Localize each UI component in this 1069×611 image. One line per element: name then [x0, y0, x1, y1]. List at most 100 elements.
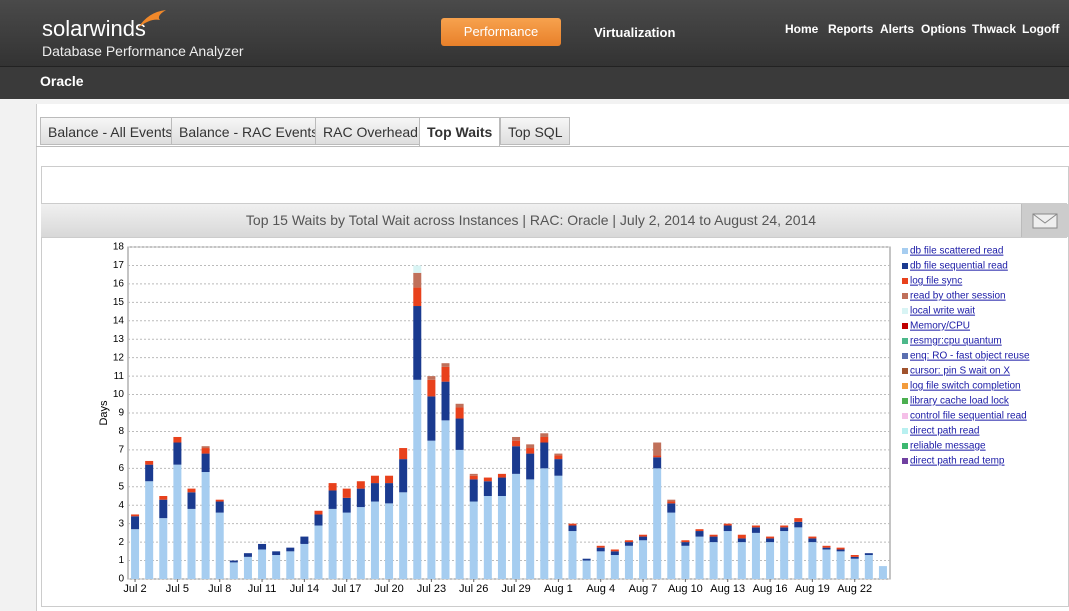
y-tick-label: 7: [118, 445, 124, 456]
bar-segment: [610, 549, 619, 552]
bar-segment: [780, 525, 789, 528]
bar-segment: [751, 532, 760, 579]
bar-segment: [413, 306, 422, 380]
bar-segment: [526, 453, 535, 480]
x-tick-label: Jul 29: [501, 583, 530, 595]
bar-segment: [145, 460, 154, 465]
bar-segment: [794, 527, 803, 579]
bar-segment: [709, 536, 718, 543]
legend-entry[interactable]: control file sequential read: [910, 411, 1027, 422]
bar-segment: [173, 464, 182, 579]
legend-swatch: [902, 458, 908, 464]
bar-segment: [399, 448, 408, 460]
legend-swatch: [902, 368, 908, 374]
legend-entry[interactable]: local write wait: [910, 306, 975, 317]
y-tick-label: 0: [118, 574, 124, 585]
bar-segment: [229, 560, 238, 563]
y-tick-label: 11: [114, 371, 125, 382]
link-thwack[interactable]: Thwack: [972, 22, 1017, 36]
tab-active[interactable]: Top Waits: [419, 117, 501, 147]
legend-swatch: [902, 278, 908, 284]
bar-segment: [554, 475, 563, 579]
link-logoff[interactable]: Logoff: [1022, 22, 1060, 36]
y-tick-label: 5: [118, 481, 124, 492]
bar-segment: [737, 534, 746, 539]
bar-segment: [342, 488, 351, 498]
bar-segment: [822, 545, 831, 548]
nav-virtualization[interactable]: Virtualization: [594, 25, 676, 40]
bar-segment: [568, 525, 577, 532]
legend-entry[interactable]: library cache load lock: [910, 396, 1010, 407]
email-button[interactable]: [1021, 204, 1068, 237]
x-tick-label: Aug 1: [544, 583, 573, 595]
y-tick-label: 4: [118, 500, 124, 511]
bar-segment: [695, 536, 704, 579]
x-tick-label: Jul 5: [166, 583, 189, 595]
bar-segment: [512, 473, 521, 579]
x-tick-label: Aug 19: [795, 583, 830, 595]
bar-segment: [427, 376, 436, 380]
legend-entry[interactable]: resmgr:cpu quantum: [910, 336, 1002, 347]
tab[interactable]: RAC Overhead: [315, 117, 426, 145]
legend-entry[interactable]: cursor: pin S wait on X: [910, 366, 1010, 377]
bar-segment: [427, 440, 436, 579]
bar-segment: [723, 523, 732, 526]
bar-segment: [370, 483, 379, 502]
bar-segment: [455, 449, 464, 579]
nav-performance[interactable]: Performance: [441, 18, 561, 46]
bar-segment: [427, 396, 436, 441]
legend-entry[interactable]: reliable message: [910, 441, 986, 452]
bar-segment: [624, 540, 633, 543]
bar-segment: [709, 534, 718, 537]
bar-segment: [159, 496, 168, 500]
bar-segment: [455, 407, 464, 419]
bar-segment: [497, 477, 506, 496]
y-tick-label: 8: [118, 426, 124, 437]
bar-segment: [526, 479, 535, 579]
bar-segment: [653, 455, 662, 458]
legend-swatch: [902, 323, 908, 329]
bar-segment: [723, 531, 732, 579]
y-tick-label: 2: [118, 537, 124, 548]
bar-segment: [639, 536, 648, 541]
bar-segment: [568, 523, 577, 526]
bar-segment: [540, 442, 549, 469]
legend-entry[interactable]: log file switch completion: [910, 381, 1021, 392]
bar-segment: [497, 473, 506, 478]
legend-entry[interactable]: log file sync: [910, 276, 962, 287]
bar-segment: [187, 488, 196, 493]
bar-segment: [822, 547, 831, 550]
legend-entry[interactable]: enq: RO - fast object reuse: [910, 351, 1030, 362]
x-tick-label: Jul 26: [459, 583, 488, 595]
legend-entry[interactable]: read by other session: [910, 291, 1006, 302]
database-name: Oracle: [40, 73, 84, 89]
legend-entry[interactable]: direct path read temp: [910, 456, 1005, 467]
x-tick-label: Jul 23: [417, 583, 446, 595]
bar-segment: [850, 556, 859, 559]
bar-segment: [864, 553, 873, 556]
bar-segment: [385, 483, 394, 504]
bar-segment: [441, 420, 450, 579]
bar-segment: [624, 542, 633, 546]
link-reports[interactable]: Reports: [828, 22, 874, 36]
bar-segment: [356, 488, 365, 508]
legend-swatch: [902, 353, 908, 359]
tab[interactable]: Balance - RAC Events: [171, 117, 327, 145]
legend-entry[interactable]: Memory/CPU: [910, 321, 970, 332]
bar-segment: [596, 547, 605, 552]
bar-segment: [370, 501, 379, 579]
link-alerts[interactable]: Alerts: [880, 22, 915, 36]
legend-entry[interactable]: direct path read: [910, 426, 980, 437]
legend-swatch: [902, 398, 908, 404]
link-options[interactable]: Options: [921, 22, 967, 36]
tab[interactable]: Balance - All Events: [40, 117, 181, 145]
bar-segment: [342, 512, 351, 579]
bar-segment: [554, 455, 563, 460]
bar-segment: [780, 527, 789, 532]
legend-entry[interactable]: db file sequential read: [910, 261, 1008, 272]
bar-segment: [540, 468, 549, 579]
link-home[interactable]: Home: [785, 22, 819, 36]
tab[interactable]: Top SQL: [500, 117, 571, 145]
legend-entry[interactable]: db file scattered read: [910, 246, 1003, 257]
